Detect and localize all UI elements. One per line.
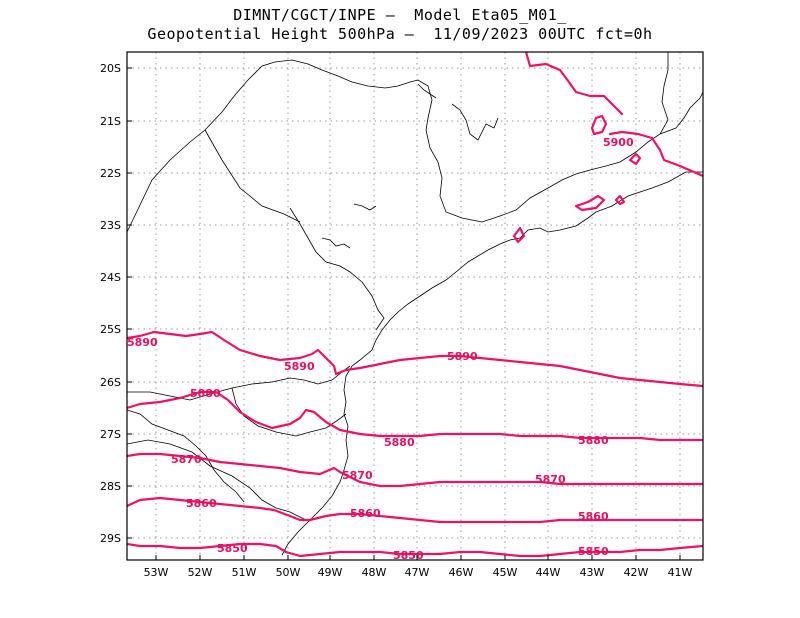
contour-label-5890-west: 5890 bbox=[127, 336, 158, 349]
contour-label-5860-west: 5860 bbox=[186, 497, 217, 510]
map-title-line-1: DIMNT/CGCT/INPE – Model Eta05_M01_ bbox=[233, 6, 567, 24]
contour-label-5870-east: 5870 bbox=[535, 473, 566, 486]
lat-tick-label: 27S bbox=[100, 428, 121, 441]
reservoir-tiete bbox=[451, 103, 499, 141]
state-border-es bbox=[659, 91, 703, 135]
sc-interior-border bbox=[231, 387, 347, 437]
contour-label-5890-east: 5890 bbox=[447, 350, 478, 363]
contour-5900-island-5 bbox=[512, 226, 526, 244]
graticule bbox=[127, 52, 703, 560]
contour-label-5900: 5900 bbox=[603, 136, 634, 149]
contour-lines bbox=[127, 52, 703, 558]
lon-tick-label: 47W bbox=[405, 566, 430, 579]
reservoir-furnas bbox=[417, 83, 437, 99]
plot-frame bbox=[126, 51, 704, 561]
contour-label-5850-mid: 5850 bbox=[393, 549, 424, 562]
lon-tick-label: 52W bbox=[188, 566, 213, 579]
contour-5870 bbox=[127, 452, 703, 488]
axis-tick-labels: 20S 21S 22S 23S 24S 25S 26S 27S 28S 29S 53W 52W 51W 5… bbox=[100, 62, 693, 579]
coastline-rj-es bbox=[281, 171, 703, 556]
contour-label-5860-mid: 5860 bbox=[350, 507, 381, 520]
contour-5880 bbox=[127, 390, 703, 442]
state-border-ms-pr bbox=[204, 129, 301, 223]
lon-tick-label: 45W bbox=[493, 566, 518, 579]
reservoir-grande bbox=[353, 203, 377, 211]
state-border-sp-pr bbox=[289, 207, 385, 331]
contour-5900-north bbox=[524, 52, 624, 116]
reservoir-paranapanema bbox=[321, 237, 351, 249]
map-title-line-2: Geopotential Height 500hPa – 11/09/2023 … bbox=[147, 25, 653, 43]
contour-label-5870-west: 5870 bbox=[171, 453, 202, 466]
state-border-rj-mg bbox=[619, 52, 669, 163]
lon-tick-label: 41W bbox=[668, 566, 693, 579]
contour-5900-island-1 bbox=[590, 114, 608, 136]
contour-5900-island-2 bbox=[628, 152, 642, 166]
lon-tick-label: 48W bbox=[362, 566, 387, 579]
contour-5900-east bbox=[608, 130, 703, 178]
lat-tick-label: 20S bbox=[100, 62, 121, 75]
contour-labels: 5900 5890 5890 5890 5880 5880 5880 5870 … bbox=[127, 136, 634, 562]
lat-tick-label: 22S bbox=[100, 167, 121, 180]
lat-tick-label: 21S bbox=[100, 115, 121, 128]
contour-5890 bbox=[127, 330, 703, 388]
state-border-sc-rs bbox=[127, 439, 307, 521]
lat-tick-label: 24S bbox=[100, 271, 121, 284]
lat-tick-label: 26S bbox=[100, 376, 121, 389]
lon-tick-label: 43W bbox=[580, 566, 605, 579]
lat-tick-label: 28S bbox=[100, 480, 121, 493]
contour-label-5880-west: 5880 bbox=[190, 387, 221, 400]
state-border-sp-north bbox=[127, 59, 621, 233]
lon-tick-label: 44W bbox=[536, 566, 561, 579]
lat-tick-label: 29S bbox=[100, 532, 121, 545]
contour-5850 bbox=[127, 542, 703, 558]
lon-tick-label: 46W bbox=[449, 566, 474, 579]
contour-5860 bbox=[127, 496, 703, 524]
political-borders bbox=[127, 52, 703, 556]
lat-tick-label: 23S bbox=[100, 219, 121, 232]
lon-tick-label: 50W bbox=[276, 566, 301, 579]
contour-label-5870-mid: 5870 bbox=[342, 469, 373, 482]
lon-tick-label: 53W bbox=[144, 566, 169, 579]
lon-tick-label: 42W bbox=[624, 566, 649, 579]
contour-label-5890-mid: 5890 bbox=[284, 360, 315, 373]
contour-label-5850-east: 5850 bbox=[578, 545, 609, 558]
lon-tick-label: 51W bbox=[232, 566, 257, 579]
contour-label-5880-east: 5880 bbox=[578, 434, 609, 447]
country-border-argentina bbox=[127, 409, 245, 503]
lat-tick-label: 25S bbox=[100, 323, 121, 336]
lon-tick-label: 49W bbox=[318, 566, 343, 579]
contour-5900-island-4 bbox=[614, 194, 626, 206]
contour-label-5860-east: 5860 bbox=[578, 510, 609, 523]
contour-label-5850-west: 5850 bbox=[217, 542, 248, 555]
contour-5900-island-3 bbox=[574, 194, 606, 212]
state-border-pr-sc bbox=[127, 365, 351, 401]
contour-label-5880-mid: 5880 bbox=[384, 436, 415, 449]
